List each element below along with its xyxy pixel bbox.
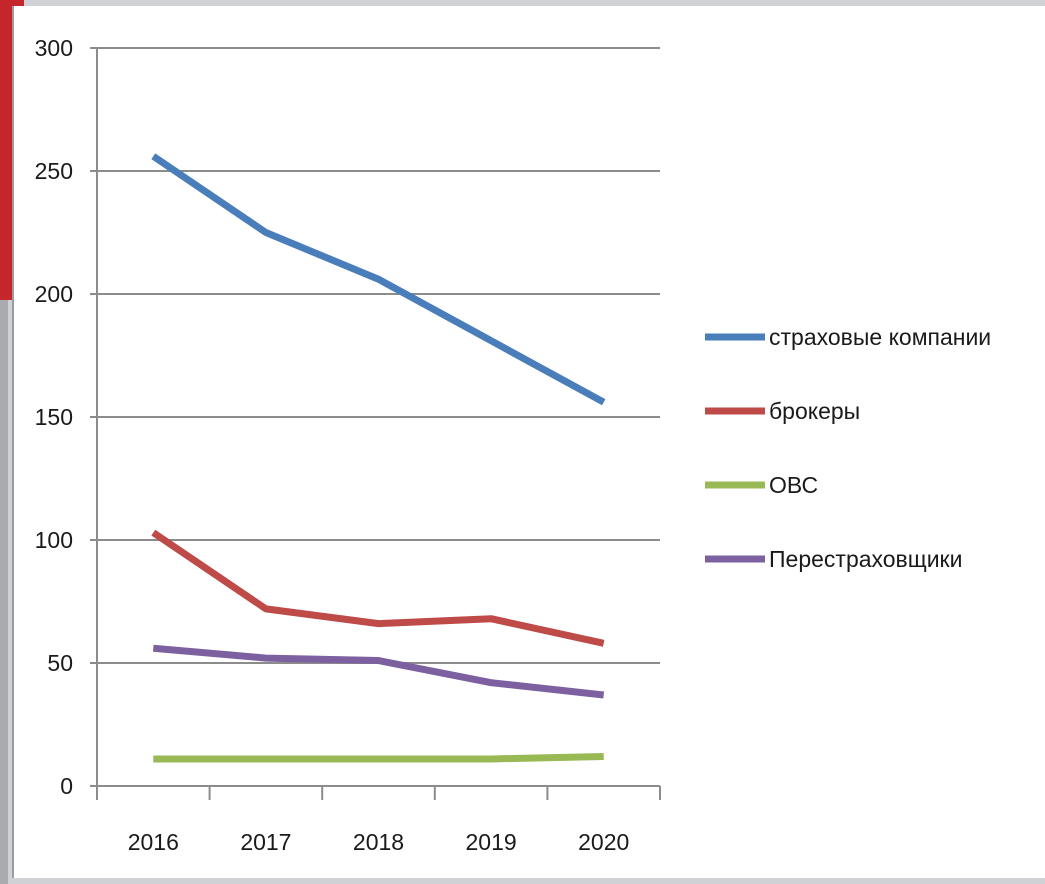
legend-label: страховые компании bbox=[769, 324, 991, 350]
y-tick-label: 250 bbox=[35, 158, 73, 184]
y-tick-label: 50 bbox=[47, 650, 73, 676]
x-tick-label: 2016 bbox=[128, 829, 179, 855]
y-axis-ticks: 0 50 100 150 200 250 300 bbox=[35, 35, 97, 799]
series-line-1 bbox=[151, 529, 605, 647]
y-tick-label: 200 bbox=[35, 281, 73, 307]
x-tick-label: 2018 bbox=[353, 829, 404, 855]
legend-label: ОВС bbox=[769, 472, 818, 498]
series-line-3 bbox=[152, 644, 605, 699]
x-axis-ticks: 2016 2017 2018 2019 2020 bbox=[96, 786, 661, 855]
chart-panel bbox=[12, 6, 1045, 878]
y-tick-label: 300 bbox=[35, 35, 73, 61]
series-lines bbox=[151, 153, 606, 763]
x-tick-label: 2019 bbox=[466, 829, 517, 855]
legend-label: Перестраховщики bbox=[769, 546, 962, 572]
legend-label: брокеры bbox=[769, 398, 860, 424]
y-tick-label: 100 bbox=[35, 527, 73, 553]
x-tick-label: 2020 bbox=[578, 829, 629, 855]
gridlines bbox=[97, 47, 660, 664]
legend: страховые компании брокеры ОВС Перестраховщ… bbox=[705, 324, 991, 572]
x-tick-label: 2017 bbox=[240, 829, 291, 855]
y-tick-label: 150 bbox=[35, 404, 73, 430]
frame-side-bar bbox=[0, 300, 8, 884]
series-line-2 bbox=[153, 752, 604, 763]
y-tick-label: 0 bbox=[60, 773, 73, 799]
